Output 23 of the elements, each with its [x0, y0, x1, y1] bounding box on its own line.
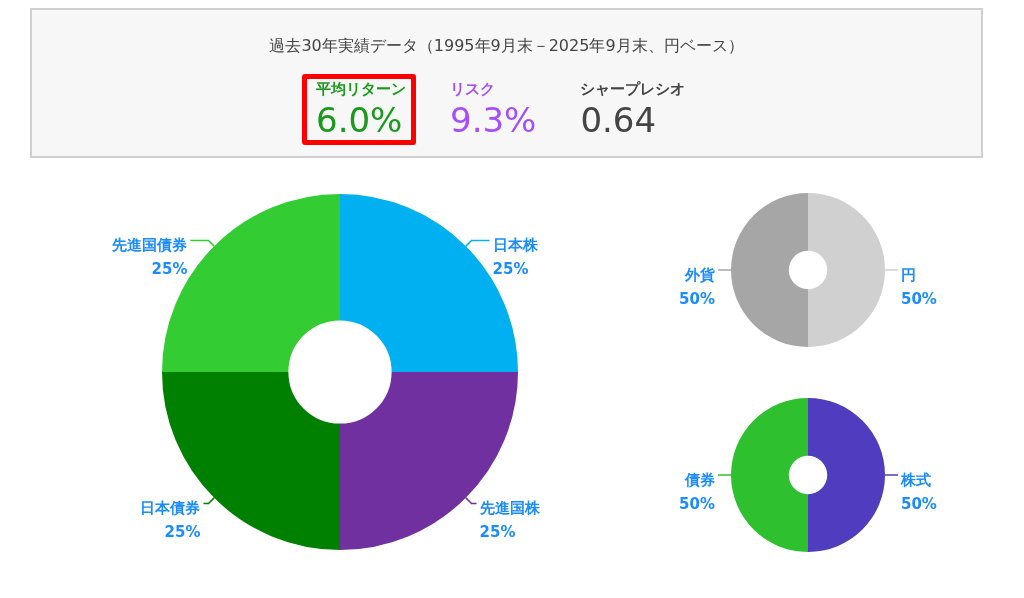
- text: 9.3%: [450, 99, 537, 141]
- data-label: 25%: [479, 523, 516, 542]
- data-label: 50%: [679, 289, 715, 308]
- data-label: 50%: [901, 494, 937, 513]
- slice-label: 円: [901, 265, 916, 284]
- data-label: 50%: [901, 289, 937, 308]
- slice-label: 先進国株: [478, 499, 541, 518]
- data-label: 25%: [151, 260, 188, 279]
- slice-label: 外貨: [684, 265, 715, 284]
- text: 平均リターン: [316, 80, 406, 99]
- slice-label: 日本株: [492, 236, 539, 255]
- slice-label: 株式: [900, 470, 931, 489]
- text: 過去30年実績データ（1995年9月末－2025年9月末、円ベース）: [268, 36, 745, 57]
- slice-label: 日本債券: [140, 499, 201, 518]
- data-label: 50%: [679, 494, 715, 513]
- slice-label: 債券: [684, 470, 715, 489]
- slice-label: 先進国債券: [111, 236, 188, 255]
- data-label: 25%: [492, 260, 529, 279]
- data-label: 25%: [164, 523, 201, 542]
- text: シャープレシオ: [580, 80, 686, 99]
- text: 0.64: [580, 99, 658, 141]
- text: リスク: [450, 80, 496, 99]
- text: 6.0%: [316, 99, 404, 141]
